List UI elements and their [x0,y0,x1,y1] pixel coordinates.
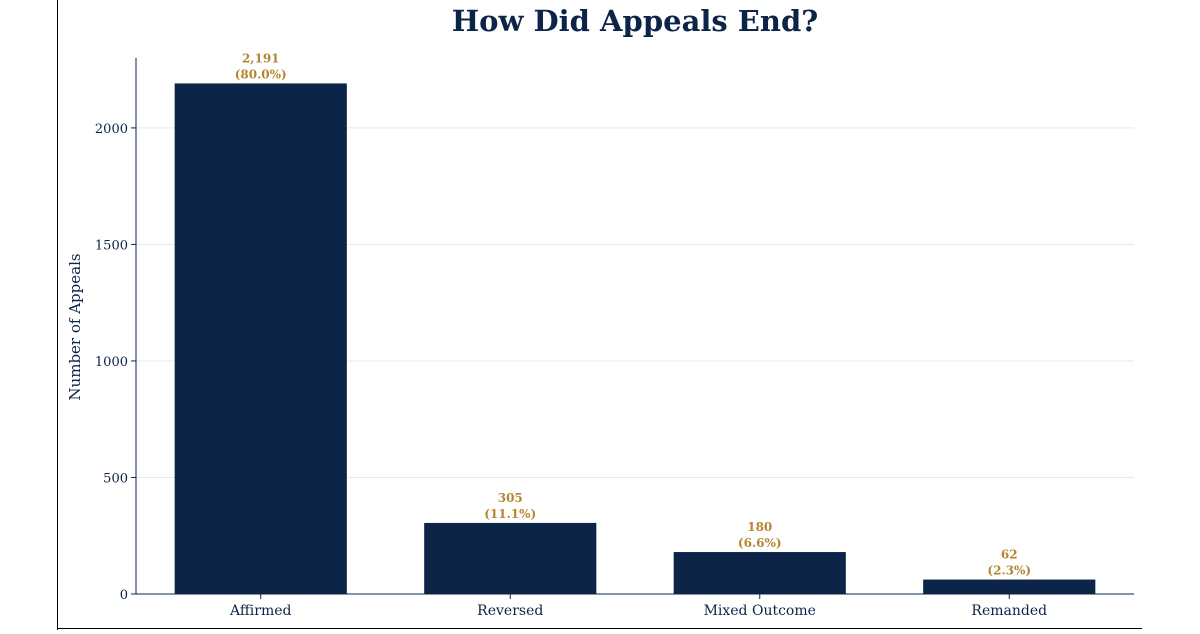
x-tick-label: Affirmed [229,603,292,619]
y-tick-label: 0 [120,588,128,603]
data-labels: 2,191 (80.0%) 305 (11.1%) 180 (6.6%) 62 (2.3%) [235,51,1031,577]
y-tick-label: 1000 [95,355,128,370]
x-tick-label: Mixed Outcome [704,603,816,619]
y-tick-label: 500 [103,471,128,486]
data-label-percent: (6.6%) [738,536,782,550]
x-tick-label: Remanded [971,603,1047,619]
y-tick-label: 2000 [95,122,128,137]
bar [174,83,347,595]
data-label-percent: (2.3%) [987,564,1031,578]
y-axis-label: Number of Appeals [66,253,84,400]
bars [174,83,1096,595]
bar [424,522,597,594]
data-label-count: 62 [1001,548,1018,562]
x-tick-label: Reversed [477,603,543,619]
y-tick-label: 1500 [95,238,128,253]
data-label-percent: (11.1%) [484,507,536,521]
data-label-percent: (80.0%) [235,67,287,81]
data-label-count: 2,191 [242,51,280,65]
bar [673,552,846,594]
chart-title: How Did Appeals End? [451,4,819,38]
bar [923,579,1096,594]
axes: 0 500 1000 1500 2000 Affirmed Reversed Mixed Ou… [95,58,1134,619]
data-label-count: 305 [498,491,523,505]
data-label-count: 180 [747,520,772,534]
